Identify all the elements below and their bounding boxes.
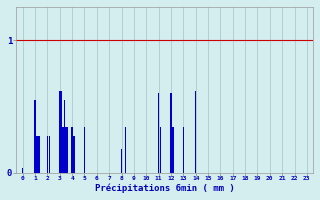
Bar [170, 93, 172, 173]
X-axis label: Précipitations 6min ( mm ): Précipitations 6min ( mm ) [95, 184, 235, 193]
Bar [63, 100, 65, 173]
Bar [38, 136, 40, 173]
Bar [71, 127, 73, 173]
Bar [67, 127, 68, 173]
Bar [182, 127, 184, 173]
Bar [160, 127, 162, 173]
Bar [34, 100, 36, 173]
Bar [84, 127, 85, 173]
Bar [59, 91, 60, 173]
Bar [121, 149, 122, 173]
Bar [158, 93, 159, 173]
Bar [49, 136, 50, 173]
Bar [62, 127, 64, 173]
Bar [65, 127, 67, 173]
Bar [22, 168, 23, 173]
Bar [60, 91, 62, 173]
Bar [125, 127, 126, 173]
Bar [73, 136, 75, 173]
Bar [36, 136, 38, 173]
Bar [47, 136, 48, 173]
Bar [195, 91, 196, 173]
Bar [172, 127, 174, 173]
